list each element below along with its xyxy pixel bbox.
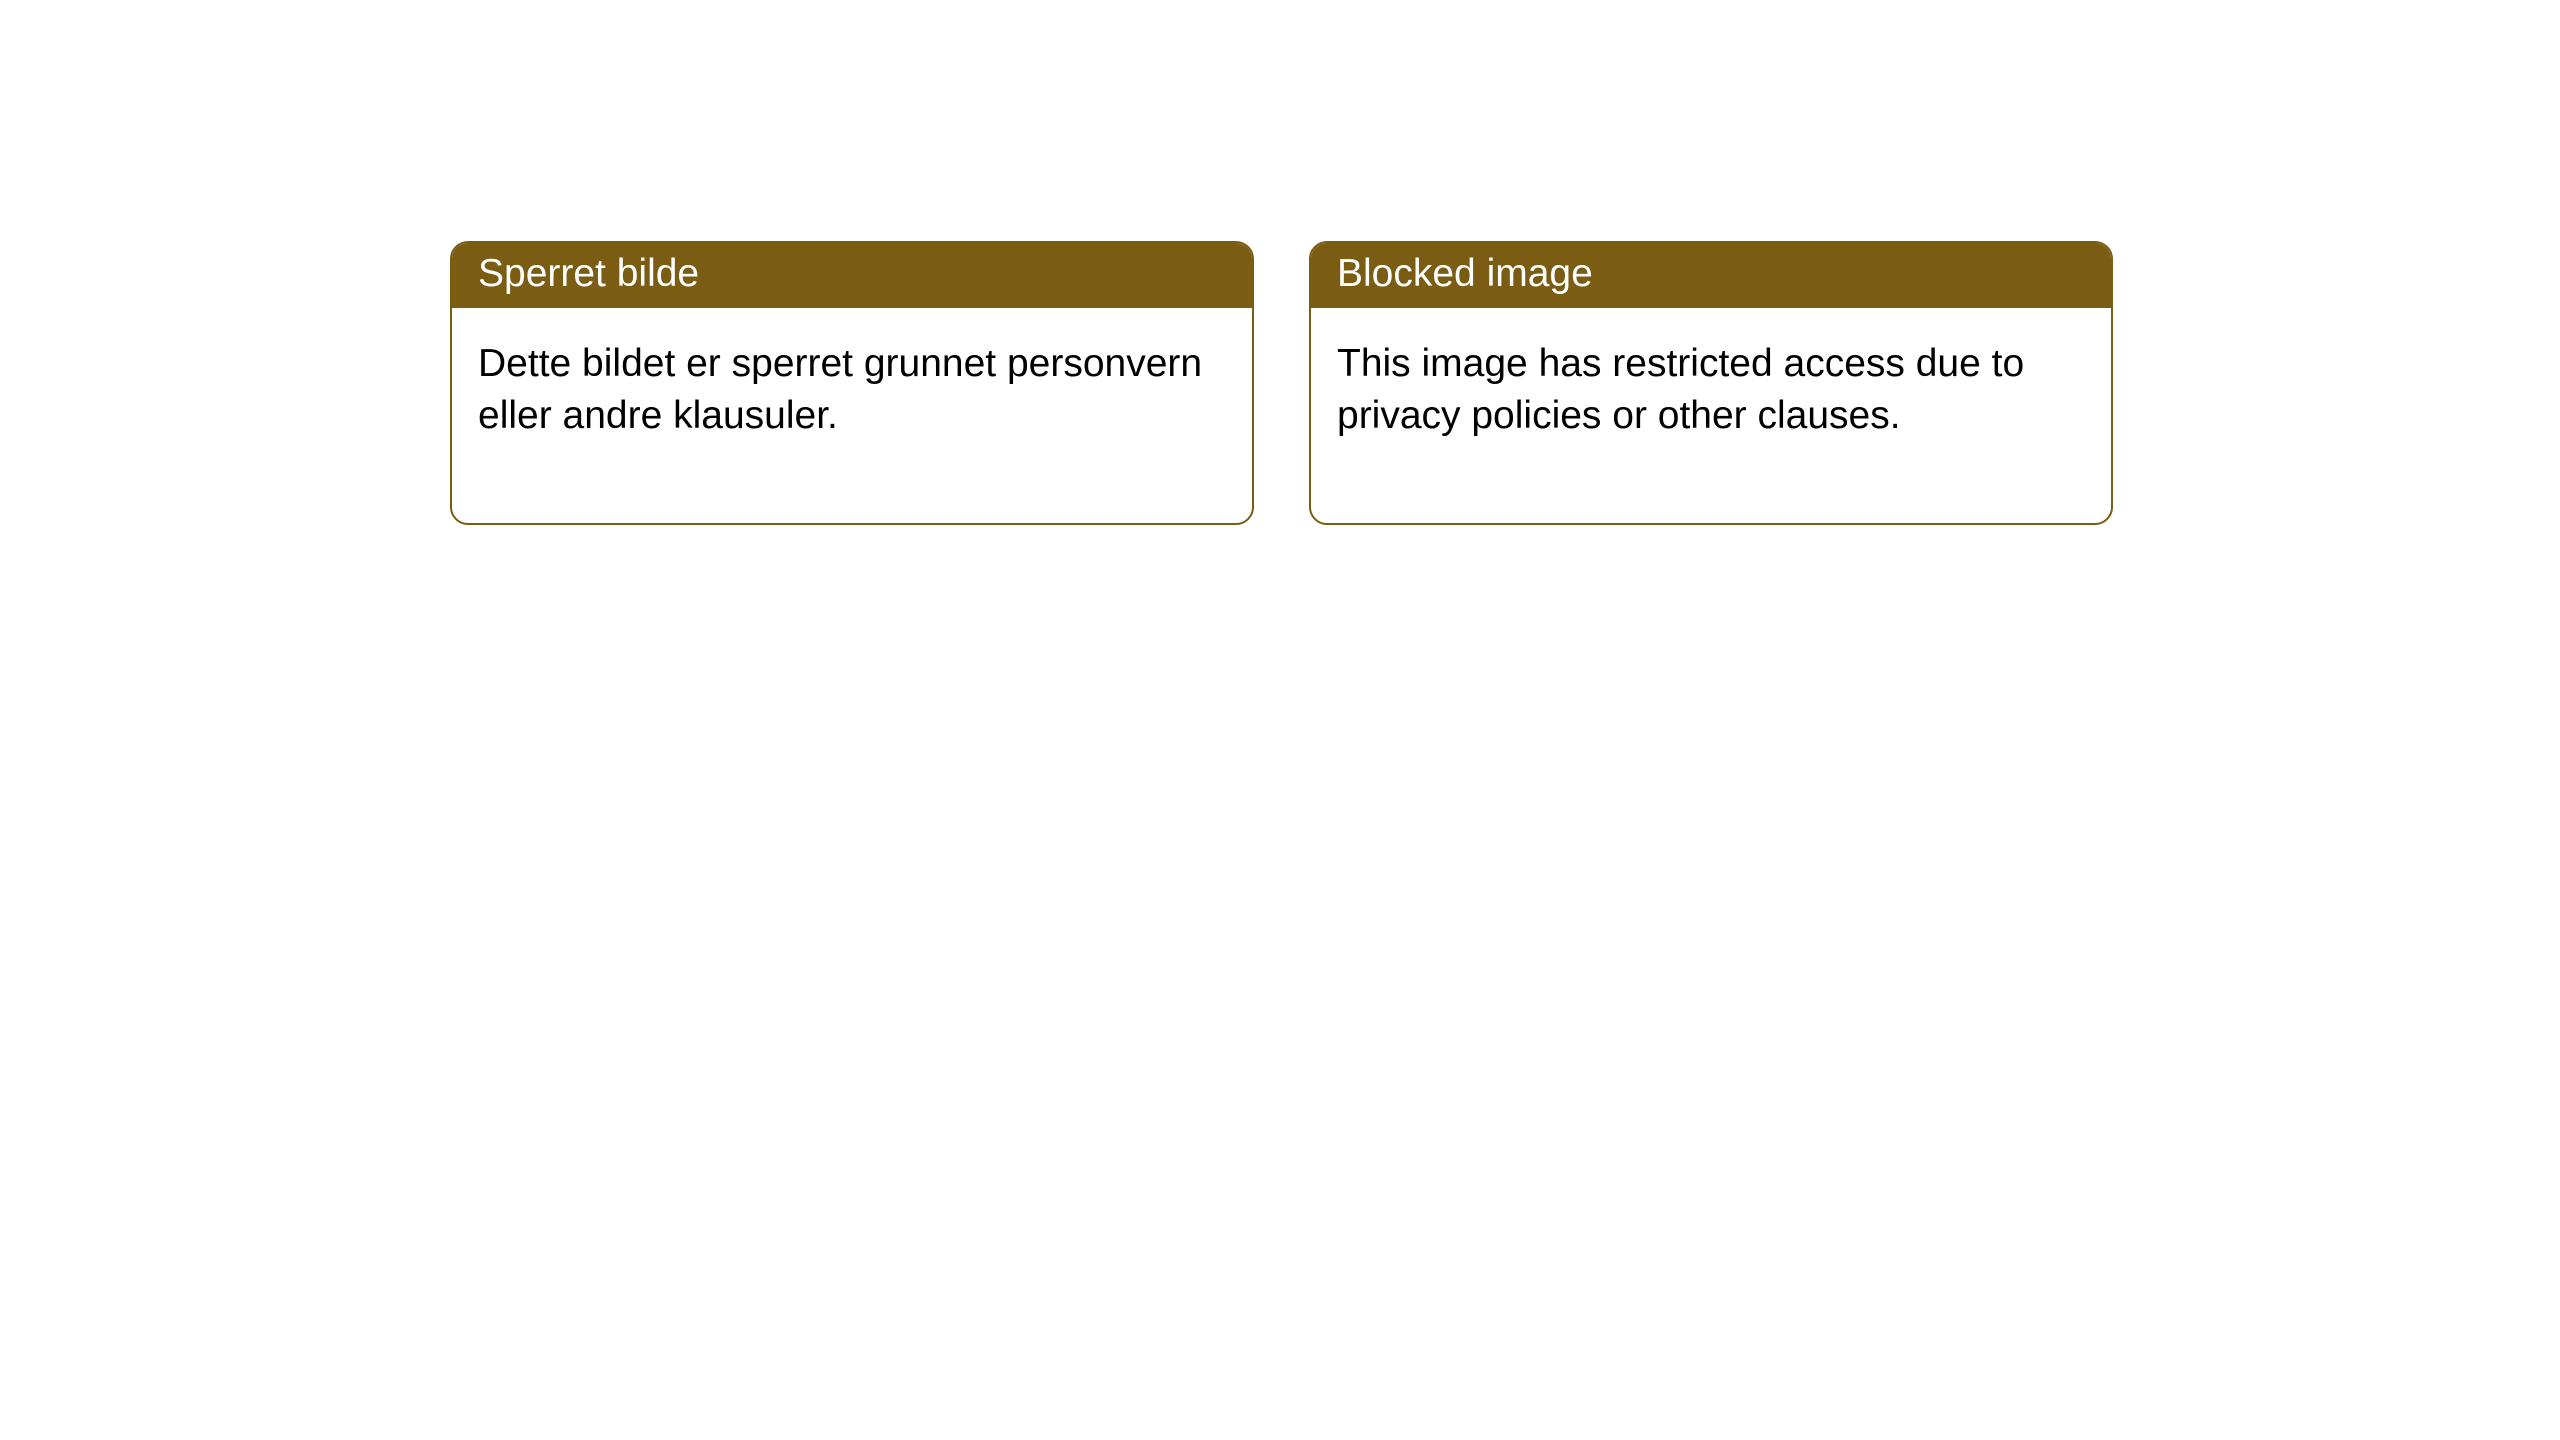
notice-body: This image has restricted access due to … (1311, 308, 2111, 523)
notice-title: Blocked image (1311, 243, 2111, 308)
notice-title: Sperret bilde (452, 243, 1252, 308)
notice-container: Sperret bilde Dette bildet er sperret gr… (0, 0, 2560, 525)
notice-body: Dette bildet er sperret grunnet personve… (452, 308, 1252, 523)
notice-card-norwegian: Sperret bilde Dette bildet er sperret gr… (450, 241, 1254, 525)
notice-card-english: Blocked image This image has restricted … (1309, 241, 2113, 525)
